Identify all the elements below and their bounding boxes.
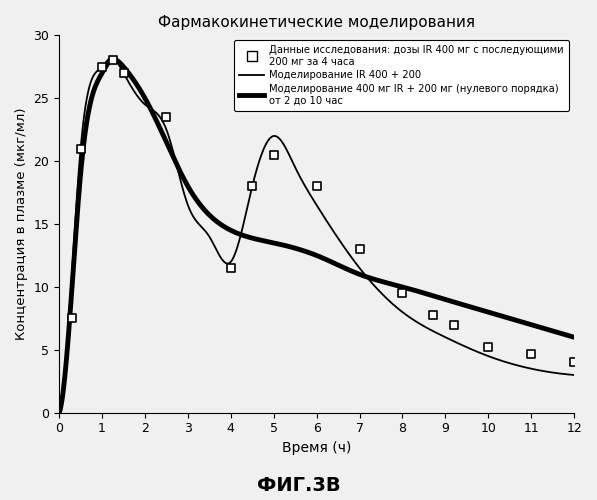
Point bbox=[76, 144, 85, 152]
Point bbox=[269, 151, 279, 159]
X-axis label: Время (ч): Время (ч) bbox=[282, 441, 351, 455]
Point bbox=[398, 289, 407, 297]
Point bbox=[527, 350, 536, 358]
Point bbox=[570, 358, 579, 366]
Point bbox=[312, 182, 321, 190]
Point bbox=[226, 264, 236, 272]
Point bbox=[67, 314, 77, 322]
Point bbox=[449, 320, 458, 328]
Y-axis label: Концентрация в плазме (мкг/мл): Концентрация в плазме (мкг/мл) bbox=[15, 108, 28, 340]
Point bbox=[248, 182, 257, 190]
Point bbox=[97, 63, 107, 71]
Legend: Данные исследования: дозы IR 400 мг с последующими
200 мг за 4 часа, Моделирован: Данные исследования: дозы IR 400 мг с по… bbox=[235, 40, 569, 110]
Point bbox=[484, 344, 493, 351]
Point bbox=[108, 56, 118, 64]
Point bbox=[355, 245, 364, 253]
Text: ФИГ.3В: ФИГ.3В bbox=[257, 476, 340, 495]
Point bbox=[162, 113, 171, 121]
Point bbox=[427, 310, 437, 318]
Title: Фармакокинетические моделирования: Фармакокинетические моделирования bbox=[158, 15, 475, 30]
Point bbox=[119, 69, 128, 77]
